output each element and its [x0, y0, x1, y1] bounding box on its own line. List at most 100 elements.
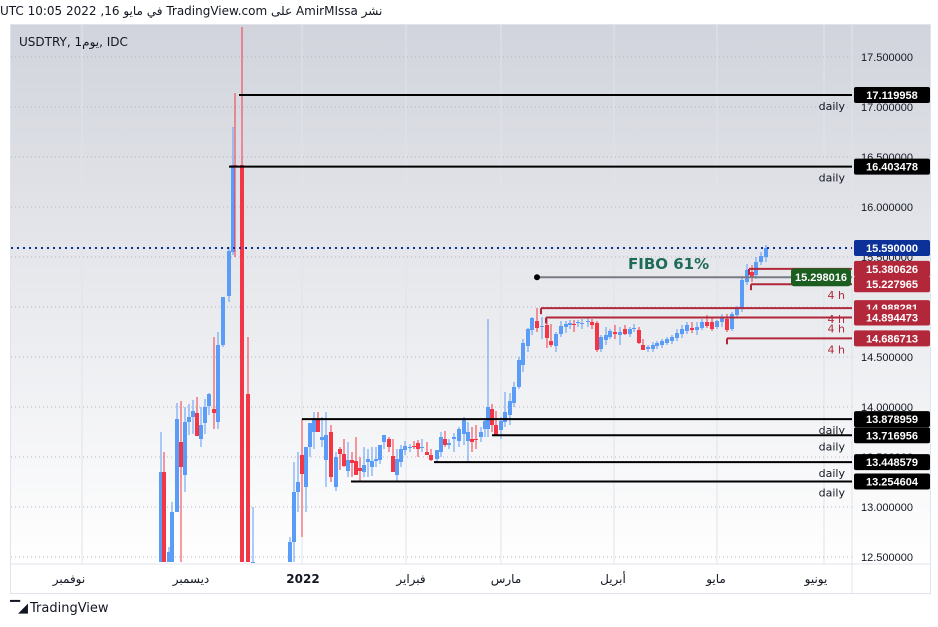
- candle: [251, 562, 255, 563]
- candle: [517, 360, 521, 387]
- price-scale-tag: [854, 411, 930, 428]
- chart-background: [11, 25, 930, 564]
- fibo-anchor-handle[interactable]: [534, 274, 540, 281]
- candle: [334, 457, 338, 487]
- candle: [420, 447, 424, 448]
- x-axis-tick: ديسمبر: [172, 572, 210, 587]
- candle: [580, 323, 584, 324]
- candle: [730, 314, 734, 329]
- price-scale-tag: [854, 427, 930, 444]
- candle: [207, 394, 211, 406]
- candle: [483, 421, 487, 429]
- candle: [320, 437, 324, 440]
- candle: [462, 419, 466, 434]
- price-chart[interactable]: 17.50000017.00000016.50000016.00000015.5…: [11, 25, 930, 593]
- candle: [304, 447, 308, 487]
- candle: [167, 552, 171, 562]
- candle: [439, 437, 443, 452]
- candle: [508, 401, 512, 415]
- candle: [470, 439, 474, 442]
- candle: [700, 322, 704, 328]
- svg-text:13.254604: 13.254604: [866, 477, 919, 489]
- svg-text:15.298016: 15.298016: [795, 272, 847, 284]
- candle: [499, 421, 503, 430]
- candle: [474, 439, 478, 440]
- candle: [745, 270, 749, 282]
- candle: [535, 321, 539, 328]
- candle: [170, 512, 174, 562]
- svg-text:17.119958: 17.119958: [866, 90, 917, 102]
- candle: [183, 422, 187, 475]
- chart-container[interactable]: 17.500000 17.000000 16.500000 16.000000 15.5…: [10, 24, 931, 594]
- candle: [586, 321, 590, 322]
- candle: [387, 439, 391, 447]
- candle: [312, 419, 316, 432]
- candle: [559, 326, 563, 334]
- svg-text:13.716956: 13.716956: [866, 430, 918, 442]
- candle: [680, 329, 684, 334]
- svg-text:14.686713: 14.686713: [866, 333, 918, 345]
- candle: [346, 460, 350, 471]
- candle: [435, 450, 439, 459]
- candle: [690, 328, 694, 330]
- candle: [443, 439, 447, 445]
- candle: [549, 341, 553, 345]
- candle: [540, 326, 544, 327]
- svg-text:14.894473: 14.894473: [866, 313, 918, 325]
- tradingview-brand-text: TradingView: [30, 601, 109, 616]
- candle: [292, 492, 296, 542]
- candle: [429, 455, 433, 460]
- candle: [425, 452, 429, 455]
- candle: [576, 322, 580, 323]
- y-axis-tick: 14.500000: [861, 352, 913, 364]
- level-tag: daily: [819, 487, 846, 500]
- y-axis-tick: 13.000000: [861, 502, 913, 514]
- candle: [316, 419, 320, 432]
- candle: [764, 248, 768, 257]
- tradingview-logo[interactable]: ▔◢ TradingView: [10, 601, 109, 616]
- candle: [590, 322, 594, 325]
- candle: [338, 449, 342, 454]
- candle: [735, 308, 739, 315]
- price-scale-tag: [854, 87, 930, 104]
- level-tag: daily: [819, 172, 846, 185]
- candle: [308, 423, 312, 447]
- candle: [572, 324, 576, 325]
- svg-text:13.448579: 13.448579: [866, 457, 918, 469]
- candle: [660, 341, 664, 345]
- svg-text:15.227965: 15.227965: [866, 279, 918, 291]
- candle: [655, 343, 659, 346]
- candle: [554, 334, 558, 346]
- candle: [705, 322, 709, 326]
- x-axis-tick: مارس: [491, 572, 522, 587]
- candle: [246, 394, 250, 562]
- candle: [675, 333, 679, 338]
- level-tag: daily: [819, 467, 846, 480]
- candle: [670, 337, 674, 341]
- candle: [599, 337, 603, 349]
- fibo-value-badge: [791, 268, 851, 287]
- candle: [366, 459, 370, 462]
- candle: [545, 325, 549, 338]
- price-scale-tag: [854, 454, 930, 471]
- candle: [651, 345, 655, 349]
- candle: [521, 343, 525, 365]
- candle: [490, 409, 494, 425]
- tradingview-logo-icon: ▔◢: [10, 601, 28, 616]
- candle: [479, 432, 483, 437]
- candle: [216, 345, 220, 422]
- candle: [637, 330, 641, 343]
- candle: [604, 335, 608, 340]
- candle: [646, 347, 650, 349]
- y-axis-tick: 16.000000: [861, 202, 913, 214]
- price-scale-tag: [854, 260, 930, 277]
- y-axis-tick: 14.000000: [861, 402, 913, 414]
- candle: [378, 445, 382, 460]
- candle: [195, 413, 199, 436]
- candle: [403, 446, 407, 450]
- candle: [329, 432, 333, 477]
- candle: [595, 323, 599, 350]
- x-axis-tick: 2022: [286, 572, 319, 586]
- candle: [759, 256, 763, 262]
- candle: [447, 443, 451, 445]
